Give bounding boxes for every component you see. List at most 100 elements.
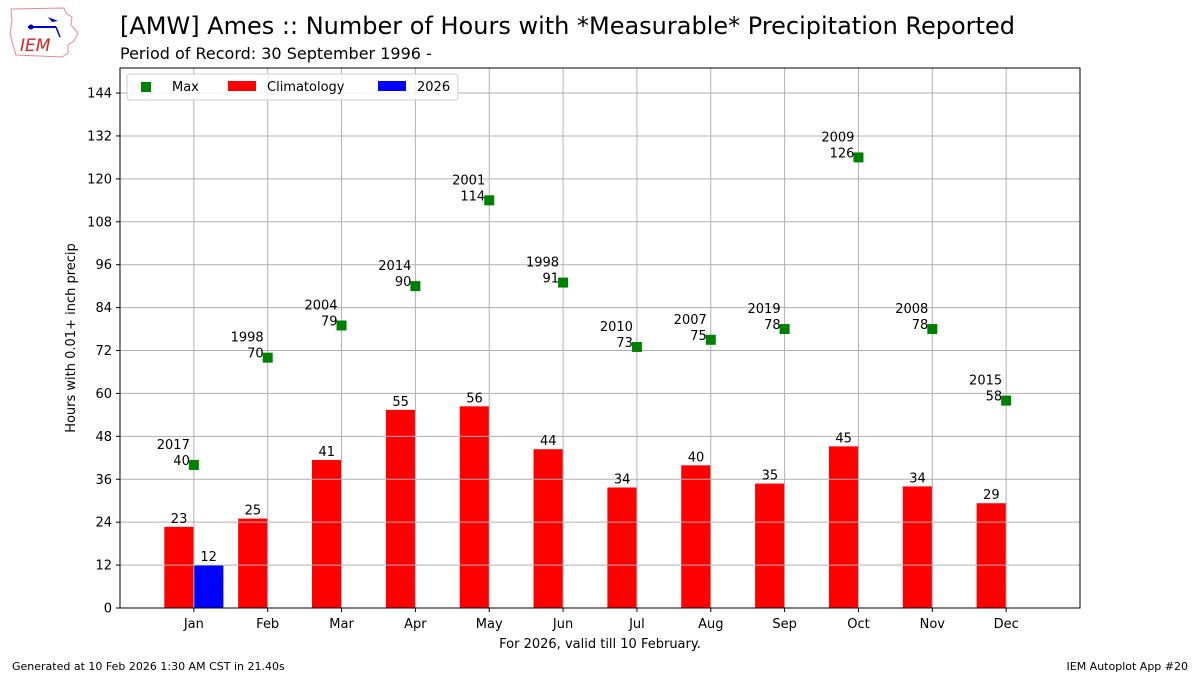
x-axis-label: For 2026, valid till 10 February.: [499, 637, 701, 652]
max-year-label: 2009: [821, 130, 854, 145]
max-marker: [927, 324, 938, 335]
max-marker: [484, 195, 495, 206]
climatology-bar-label: 55: [392, 395, 409, 410]
x-tick-label: Jun: [552, 617, 573, 632]
legend-climatology-swatch: [228, 81, 256, 91]
max-value-label: 78: [912, 318, 929, 333]
legend: Max Climatology 2026: [126, 73, 459, 101]
y-tick-label: 144: [87, 87, 112, 102]
x-tick-label: Nov: [920, 617, 946, 632]
max-year-label: 2017: [157, 438, 190, 453]
y-tick-label: 72: [95, 344, 112, 359]
max-value-label: 58: [986, 390, 1003, 405]
max-year-label: 1998: [231, 331, 264, 346]
x-tick-label: Jul: [628, 617, 645, 632]
max-year-label: 2015: [969, 374, 1002, 389]
max-value-label: 114: [460, 189, 485, 204]
legend-climatology-label: Climatology: [267, 80, 345, 95]
current-year-bar: [193, 565, 224, 608]
max-marker: [410, 281, 421, 292]
y-tick-label: 120: [87, 172, 112, 187]
climatology-bar-label: 34: [614, 472, 631, 487]
y-tick-label: 12: [95, 559, 112, 574]
y-tick-label: 84: [95, 301, 112, 316]
max-value-label: 126: [830, 146, 855, 161]
generated-note: Generated at 10 Feb 2026 1:30 AM CST in …: [12, 660, 285, 673]
max-value-label: 70: [247, 347, 264, 362]
max-value-label: 79: [321, 314, 338, 329]
climatology-bar: [385, 409, 416, 608]
max-year-label: 2007: [674, 313, 707, 328]
x-tick-label: Apr: [404, 617, 427, 632]
x-tick-label: Mar: [329, 617, 354, 632]
climatology-bar: [312, 459, 342, 608]
legend-max-swatch: [141, 82, 151, 92]
x-tick-label: May: [476, 617, 503, 632]
x-tick-label: Dec: [994, 617, 1019, 632]
y-tick-label: 0: [104, 602, 112, 617]
max-year-label: 2014: [378, 259, 411, 274]
max-marker: [336, 320, 347, 331]
climatology-bar-label: 34: [909, 471, 926, 486]
y-tick-label: 60: [95, 387, 112, 402]
climatology-bar: [681, 465, 711, 608]
climatology-bar: [164, 526, 194, 608]
climatology-bar-label: 23: [171, 512, 188, 527]
max-value-label: 75: [690, 329, 707, 344]
current-year-bar-label: 12: [200, 550, 217, 565]
iem-logo: IEM: [8, 5, 80, 63]
max-year-label: 2008: [895, 302, 928, 317]
max-value-label: 73: [616, 336, 633, 351]
climatology-bar-label: 29: [983, 488, 1000, 503]
max-marker: [705, 334, 716, 345]
x-tick-label: Oct: [847, 617, 869, 632]
legend-2026-label: 2026: [417, 80, 450, 95]
y-tick-label: 48: [95, 430, 112, 445]
climatology-bar-label: 25: [245, 504, 262, 519]
climatology-bar-label: 44: [540, 434, 557, 449]
max-value-label: 40: [173, 454, 190, 469]
max-marker: [631, 341, 642, 352]
y-tick-label: 24: [95, 516, 112, 531]
climatology-bar: [828, 446, 859, 608]
climatology-bar: [755, 483, 785, 608]
max-year-label: 2004: [304, 298, 337, 313]
climatology-bar-label: 56: [466, 391, 483, 406]
y-tick-label: 132: [87, 129, 112, 144]
climatology-bar: [902, 486, 933, 608]
max-year-label: 2010: [600, 320, 633, 335]
max-marker: [262, 352, 273, 363]
chart-title: [AMW] Ames :: Number of Hours with *Meas…: [120, 12, 1015, 40]
app-note: IEM Autoplot App #20: [1066, 660, 1189, 673]
max-marker: [779, 324, 790, 335]
y-tick-label: 108: [87, 215, 112, 230]
legend-2026-swatch: [378, 81, 406, 91]
max-marker: [558, 277, 569, 288]
climatology-bar-label: 40: [688, 450, 705, 465]
y-tick-label: 36: [95, 473, 112, 488]
legend-max-label: Max: [172, 80, 199, 95]
climatology-bar: [459, 406, 490, 608]
max-year-label: 2019: [748, 302, 781, 317]
x-tick-label: Sep: [772, 617, 797, 632]
svg-text:IEM: IEM: [20, 36, 51, 56]
climatology-bar: [976, 503, 1007, 608]
max-year-label: 1998: [526, 256, 559, 271]
plot-frame: [119, 67, 1081, 609]
max-marker: [1001, 395, 1012, 406]
max-value-label: 78: [764, 318, 781, 333]
max-marker: [853, 152, 864, 163]
climatology-bar-label: 41: [318, 445, 335, 460]
climatology-bar-label: 45: [835, 431, 852, 446]
max-value-label: 90: [395, 275, 412, 290]
max-year-label: 2001: [452, 173, 485, 188]
y-tick-label: 96: [95, 258, 112, 273]
max-marker: [188, 459, 199, 470]
y-axis-label: Hours with 0.01+ inch precip: [64, 243, 79, 433]
x-tick-label: Feb: [256, 617, 279, 632]
chart-subtitle: Period of Record: 30 September 1996 -: [120, 44, 432, 63]
x-tick-label: Jan: [183, 617, 204, 632]
climatology-bar: [533, 449, 564, 608]
climatology-bar: [238, 518, 268, 608]
